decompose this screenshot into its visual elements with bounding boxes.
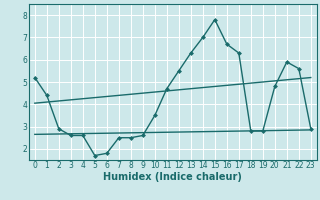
- X-axis label: Humidex (Indice chaleur): Humidex (Indice chaleur): [103, 172, 242, 182]
